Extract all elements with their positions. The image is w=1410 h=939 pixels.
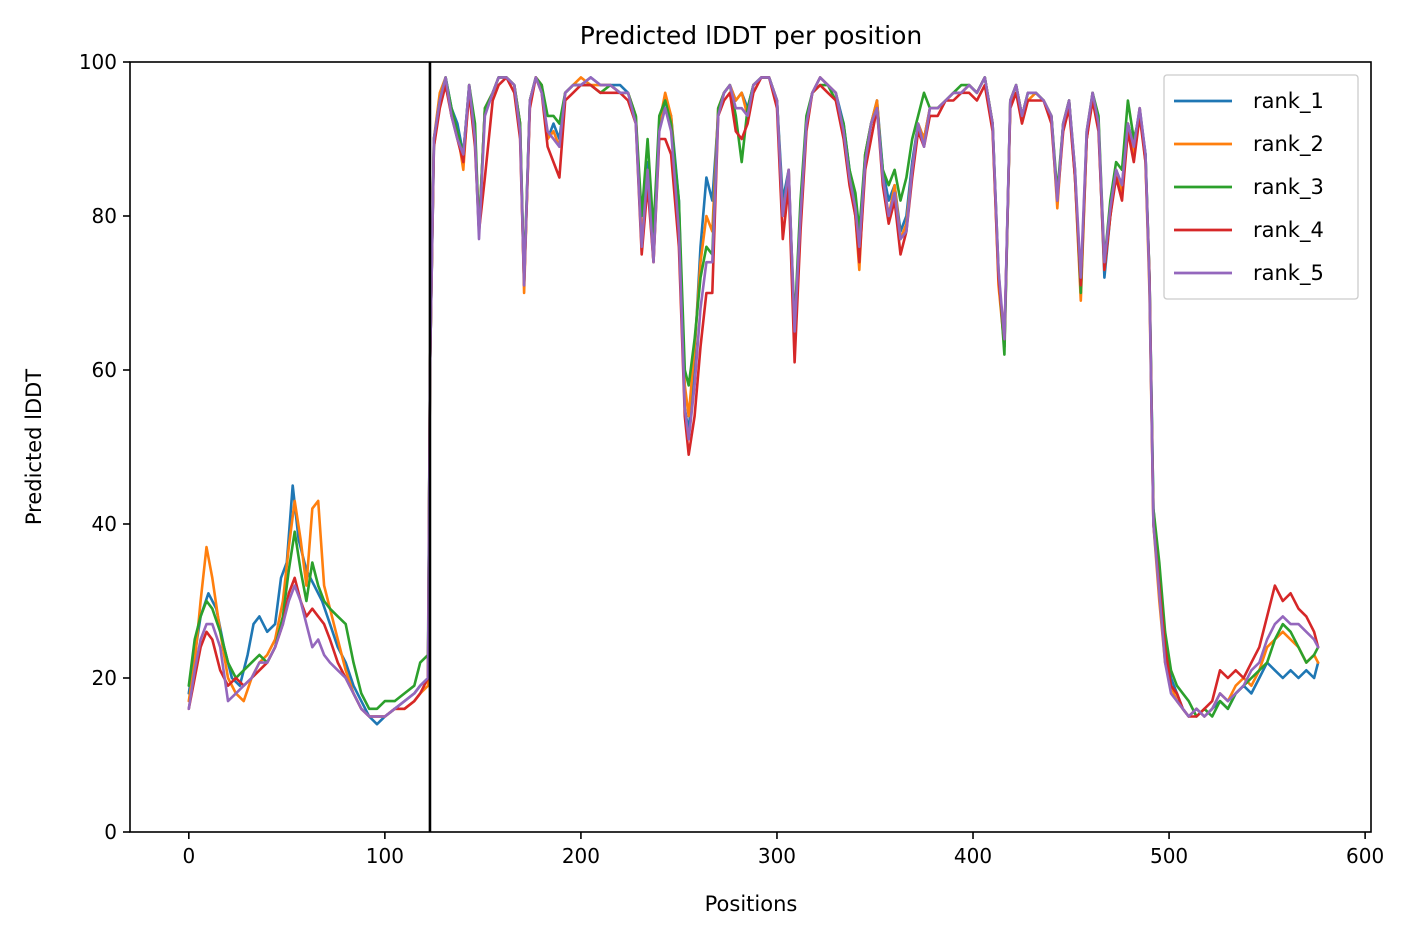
x-tick-label: 200 [562, 844, 600, 868]
legend-item-rank-1: rank_1 [1174, 89, 1324, 114]
legend: rank_1 rank_2 rank_3 rank_4 rank_5 [1163, 74, 1359, 300]
legend-label: rank_3 [1253, 175, 1324, 200]
x-axis-title: Positions [705, 892, 798, 916]
y-axis: 0 20 40 60 80 100 [79, 50, 130, 844]
legend-item-rank-4: rank_4 [1174, 218, 1324, 243]
legend-item-rank-3: rank_3 [1174, 175, 1324, 200]
x-axis: 0 100 200 300 400 500 600 [182, 832, 1384, 868]
y-tick-label: 40 [92, 512, 117, 536]
x-tick-label: 600 [1346, 844, 1384, 868]
x-tick-label: 400 [954, 844, 992, 868]
legend-box [1163, 74, 1359, 300]
legend-label: rank_2 [1253, 132, 1324, 157]
y-tick-label: 80 [92, 204, 117, 228]
chart-title: Predicted lDDT per position [580, 21, 922, 50]
legend-items: rank_1 rank_2 rank_3 rank_4 rank_5 [1174, 89, 1324, 286]
x-tick-label: 500 [1150, 844, 1188, 868]
y-tick-label: 20 [92, 666, 117, 690]
x-tick-label: 100 [366, 844, 404, 868]
x-tick-label: 0 [182, 844, 195, 868]
legend-label: rank_1 [1253, 89, 1324, 114]
y-axis-title: Predicted lDDT [22, 369, 46, 525]
series-line-rank-5 [187, 76, 1320, 718]
series-layer [187, 76, 1320, 726]
plot-frame [129, 61, 1372, 833]
legend-item-rank-2: rank_2 [1174, 132, 1324, 157]
legend-label: rank_4 [1253, 218, 1324, 243]
y-tick-label: 0 [104, 820, 117, 844]
legend-label: rank_5 [1253, 261, 1324, 286]
x-tick-label: 300 [758, 844, 796, 868]
y-tick-label: 100 [79, 50, 117, 74]
y-tick-label: 60 [92, 358, 117, 382]
legend-item-rank-5: rank_5 [1174, 261, 1324, 286]
